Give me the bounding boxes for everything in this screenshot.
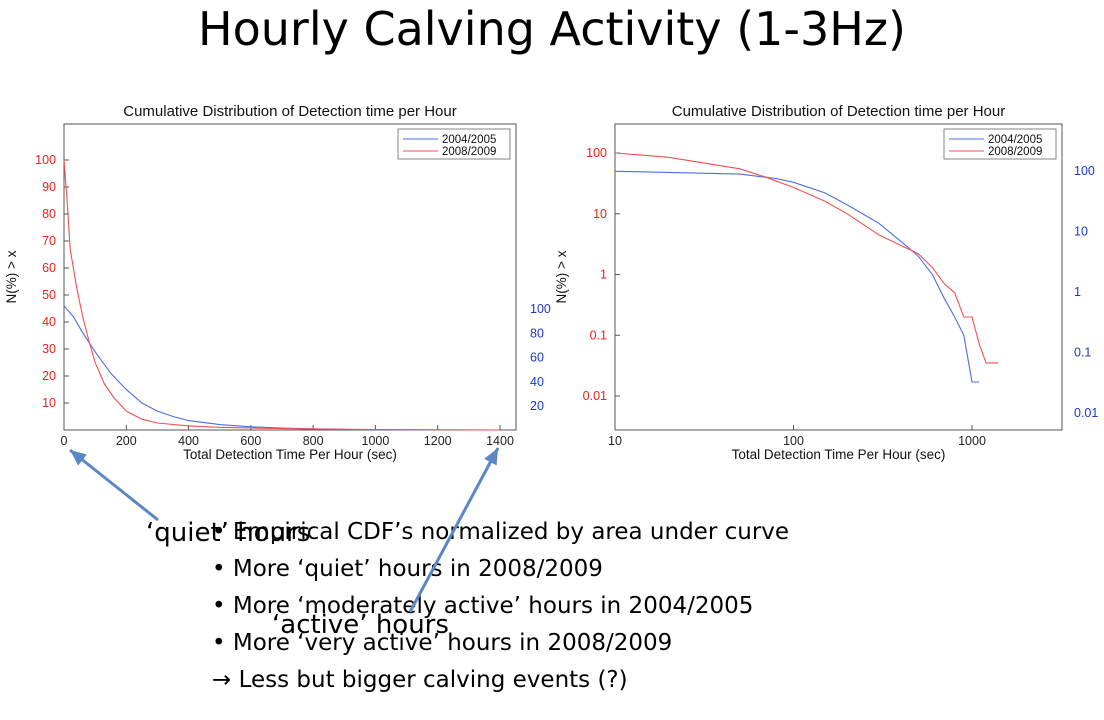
y-tick-label-left: 100 [586, 146, 607, 160]
y-tick-label-left: 70 [42, 234, 56, 248]
y-axis-label: N(%) > x [4, 250, 19, 303]
y-tick-label-left: 10 [593, 207, 607, 221]
x-tick-label: 400 [178, 434, 199, 448]
x-tick-label: 800 [303, 434, 324, 448]
y-tick-label-right: 100 [530, 302, 551, 316]
y-tick-label-left: 20 [42, 369, 56, 383]
y-tick-label-right: 60 [530, 351, 544, 365]
x-tick-label: 1000 [362, 434, 390, 448]
series-line-2004-2005 [614, 170, 980, 383]
plot-frame [63, 123, 517, 431]
y-tick-label-left: 80 [42, 207, 56, 221]
legend-box [397, 128, 511, 160]
legend-entry: 2008/2009 [442, 146, 496, 158]
legend-entry: 2008/2009 [988, 146, 1042, 158]
x-tick-label: 600 [240, 434, 261, 448]
y-tick-label-right: 0.1 [1074, 346, 1091, 360]
slide-title: Hourly Calving Activity (1-3Hz) [198, 2, 906, 56]
bullet-item: • Empirical CDF’s normalized by area und… [212, 519, 790, 545]
y-tick-label-left: 30 [42, 342, 56, 356]
arrow-active-head [484, 448, 498, 466]
series-line-2008-2009 [63, 159, 501, 431]
y-tick-label-left: 0.01 [583, 389, 607, 403]
y-tick-label-left: 60 [42, 261, 56, 275]
y-tick-label-right: 1 [1074, 285, 1081, 299]
y-tick-label-left: 0.1 [590, 328, 607, 342]
y-tick-label-right: 100 [1074, 164, 1095, 178]
bullet-item: • More ‘moderately active’ hours in 2004… [212, 593, 754, 619]
y-tick-label-left: 40 [42, 315, 56, 329]
legend-box [943, 128, 1057, 160]
y-tick-label-right: 10 [1074, 225, 1088, 239]
y-tick-label-right: 40 [530, 375, 544, 389]
x-tick-label: 1400 [486, 434, 514, 448]
legend-entry: 2004/2005 [442, 134, 496, 146]
active-hours-callout: ‘active’ hours [272, 610, 449, 640]
y-tick-label-right: 0.01 [1074, 406, 1098, 420]
bullet-item: • More ‘very active’ hours in 2008/2009 [212, 630, 673, 656]
x-axis-label: Total Detection Time Per Hour (sec) [183, 447, 397, 462]
x-tick-label: 1000 [958, 434, 986, 448]
x-tick-label: 100 [783, 434, 804, 448]
y-tick-label-right: 80 [530, 326, 544, 340]
y-tick-label-left: 1 [600, 268, 607, 282]
arrow-quiet-head [70, 450, 87, 466]
y-tick-label-left: 90 [42, 180, 56, 194]
chart-title: Cumulative Distribution of Detection tim… [672, 103, 1005, 120]
y-tick-label-left: 100 [35, 153, 56, 167]
series-line-2008-2009 [614, 152, 999, 364]
bullet-item: → Less but bigger calving events (?) [212, 667, 628, 693]
legend-entry: 2004/2005 [988, 134, 1042, 146]
x-tick-label: 10 [608, 434, 622, 448]
y-tick-label-left: 50 [42, 288, 56, 302]
quiet-hours-callout: ‘quiet’ hours [146, 518, 311, 548]
bullet-list: • Empirical CDF’s normalized by area und… [212, 516, 789, 701]
y-axis-label: N(%) > x [554, 250, 569, 303]
arrow-active-shaft [408, 447, 500, 613]
x-tick-label: 1200 [424, 434, 452, 448]
plot-frame [614, 123, 1063, 431]
y-tick-label-left: 10 [42, 396, 56, 410]
arrow-quiet-shaft [69, 448, 159, 522]
chart-title: Cumulative Distribution of Detection tim… [123, 103, 456, 120]
x-tick-label: 200 [116, 434, 137, 448]
x-axis-label: Total Detection Time Per Hour (sec) [732, 447, 946, 462]
y-tick-label-right: 20 [530, 399, 544, 413]
bullet-item: • More ‘quiet’ hours in 2008/2009 [212, 556, 603, 582]
x-tick-label: 0 [61, 434, 68, 448]
